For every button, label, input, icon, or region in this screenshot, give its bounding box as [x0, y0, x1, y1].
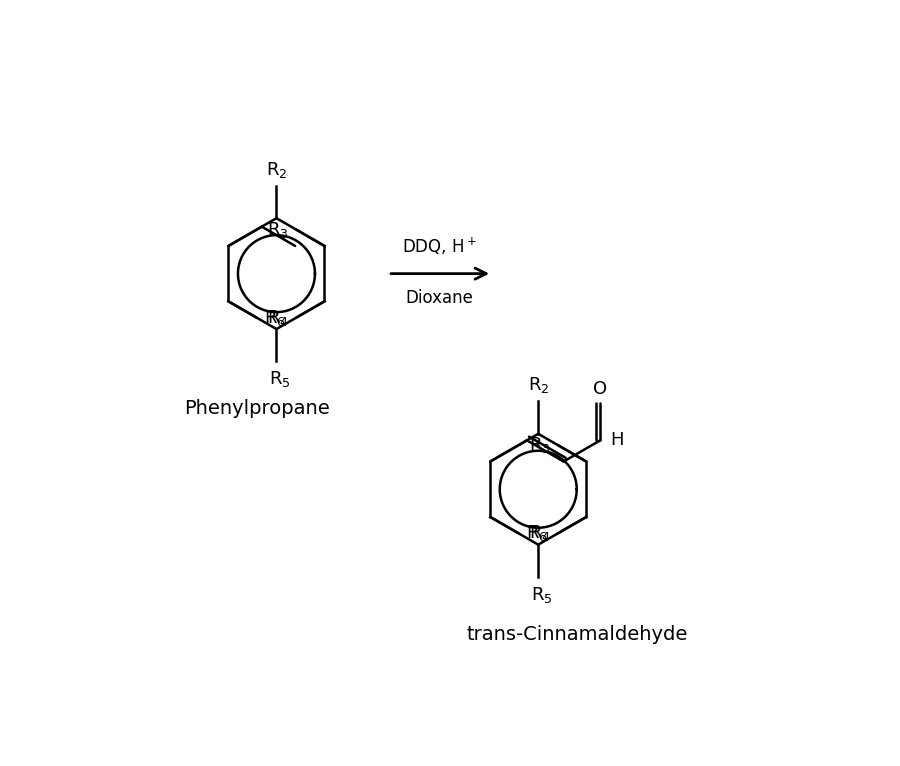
- Text: R$_3$: R$_3$: [267, 220, 289, 240]
- Text: R$_3$: R$_3$: [529, 435, 551, 455]
- Text: R$_4$: R$_4$: [266, 307, 289, 328]
- Text: R$_5$: R$_5$: [531, 584, 553, 604]
- Text: R$_2$: R$_2$: [266, 159, 287, 180]
- Text: R$_6$: R$_6$: [526, 523, 548, 543]
- Text: trans-Cinnamaldehyde: trans-Cinnamaldehyde: [466, 624, 688, 643]
- Text: Dioxane: Dioxane: [406, 289, 473, 307]
- Text: R$_6$: R$_6$: [264, 307, 286, 328]
- Text: R$_2$: R$_2$: [527, 375, 549, 395]
- Text: DDQ, H$^+$: DDQ, H$^+$: [402, 235, 477, 257]
- Text: H: H: [610, 431, 624, 450]
- Text: R$_5$: R$_5$: [269, 369, 291, 389]
- Text: Phenylpropane: Phenylpropane: [184, 399, 330, 418]
- Text: O: O: [593, 380, 608, 398]
- Text: R$_4$: R$_4$: [528, 523, 551, 543]
